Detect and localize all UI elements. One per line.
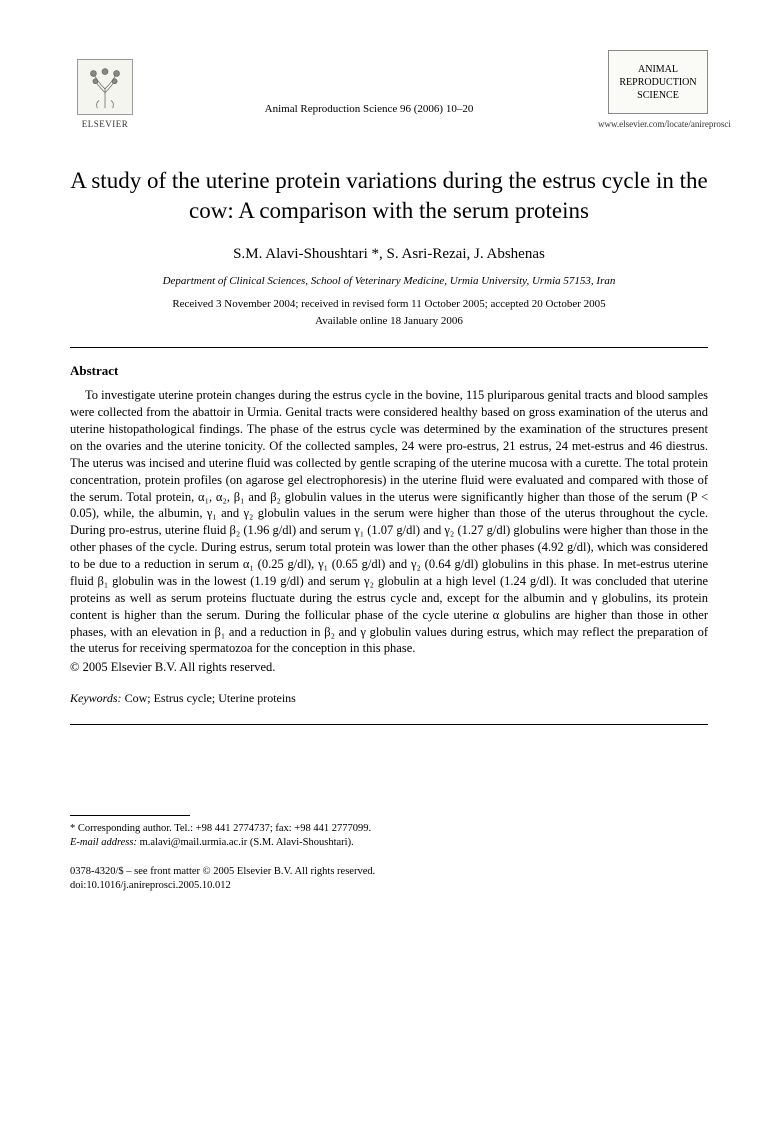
- doi-line: doi:10.1016/j.anireprosci.2005.10.012: [70, 879, 708, 893]
- publisher-logo: ELSEVIER: [70, 50, 140, 130]
- abstract-copyright: © 2005 Elsevier B.V. All rights reserved…: [70, 659, 708, 676]
- footnote-divider: [70, 815, 190, 816]
- front-matter: 0378-4320/$ – see front matter © 2005 El…: [70, 865, 708, 893]
- article-dates-received: Received 3 November 2004; received in re…: [70, 297, 708, 312]
- journal-url[interactable]: www.elsevier.com/locate/anireprosci: [598, 118, 708, 130]
- issn-line: 0378-4320/$ – see front matter © 2005 El…: [70, 865, 708, 879]
- corresponding-author-footnote: * Corresponding author. Tel.: +98 441 27…: [70, 822, 708, 850]
- article-dates-online: Available online 18 January 2006: [70, 314, 708, 329]
- page-header: ELSEVIER Animal Reproduction Science 96 …: [70, 50, 708, 130]
- divider: [70, 724, 708, 725]
- abstract-body: To investigate uterine protein changes d…: [70, 387, 708, 657]
- journal-cover-text: ANIMAL REPRODUCTION SCIENCE: [613, 63, 703, 102]
- publisher-name: ELSEVIER: [82, 118, 129, 130]
- divider: [70, 347, 708, 348]
- email-label: E-mail address:: [70, 837, 137, 848]
- journal-reference: Animal Reproduction Science 96 (2006) 10…: [140, 50, 598, 117]
- abstract-heading: Abstract: [70, 362, 708, 380]
- elsevier-tree-icon: [77, 59, 133, 115]
- article-authors: S.M. Alavi-Shoushtari *, S. Asri-Rezai, …: [70, 244, 708, 264]
- keywords-text: Cow; Estrus cycle; Uterine proteins: [125, 691, 296, 705]
- journal-cover: ANIMAL REPRODUCTION SCIENCE: [608, 50, 708, 114]
- keywords-label: Keywords:: [70, 691, 122, 705]
- article-title: A study of the uterine protein variation…: [70, 166, 708, 226]
- email-address[interactable]: m.alavi@mail.urmia.ac.ir (S.M. Alavi-Sho…: [140, 837, 354, 848]
- corresponding-author-contact: * Corresponding author. Tel.: +98 441 27…: [70, 822, 708, 836]
- article-affiliation: Department of Clinical Sciences, School …: [70, 274, 708, 289]
- keywords: Keywords: Cow; Estrus cycle; Uterine pro…: [70, 690, 708, 706]
- journal-box: ANIMAL REPRODUCTION SCIENCE www.elsevier…: [598, 50, 708, 130]
